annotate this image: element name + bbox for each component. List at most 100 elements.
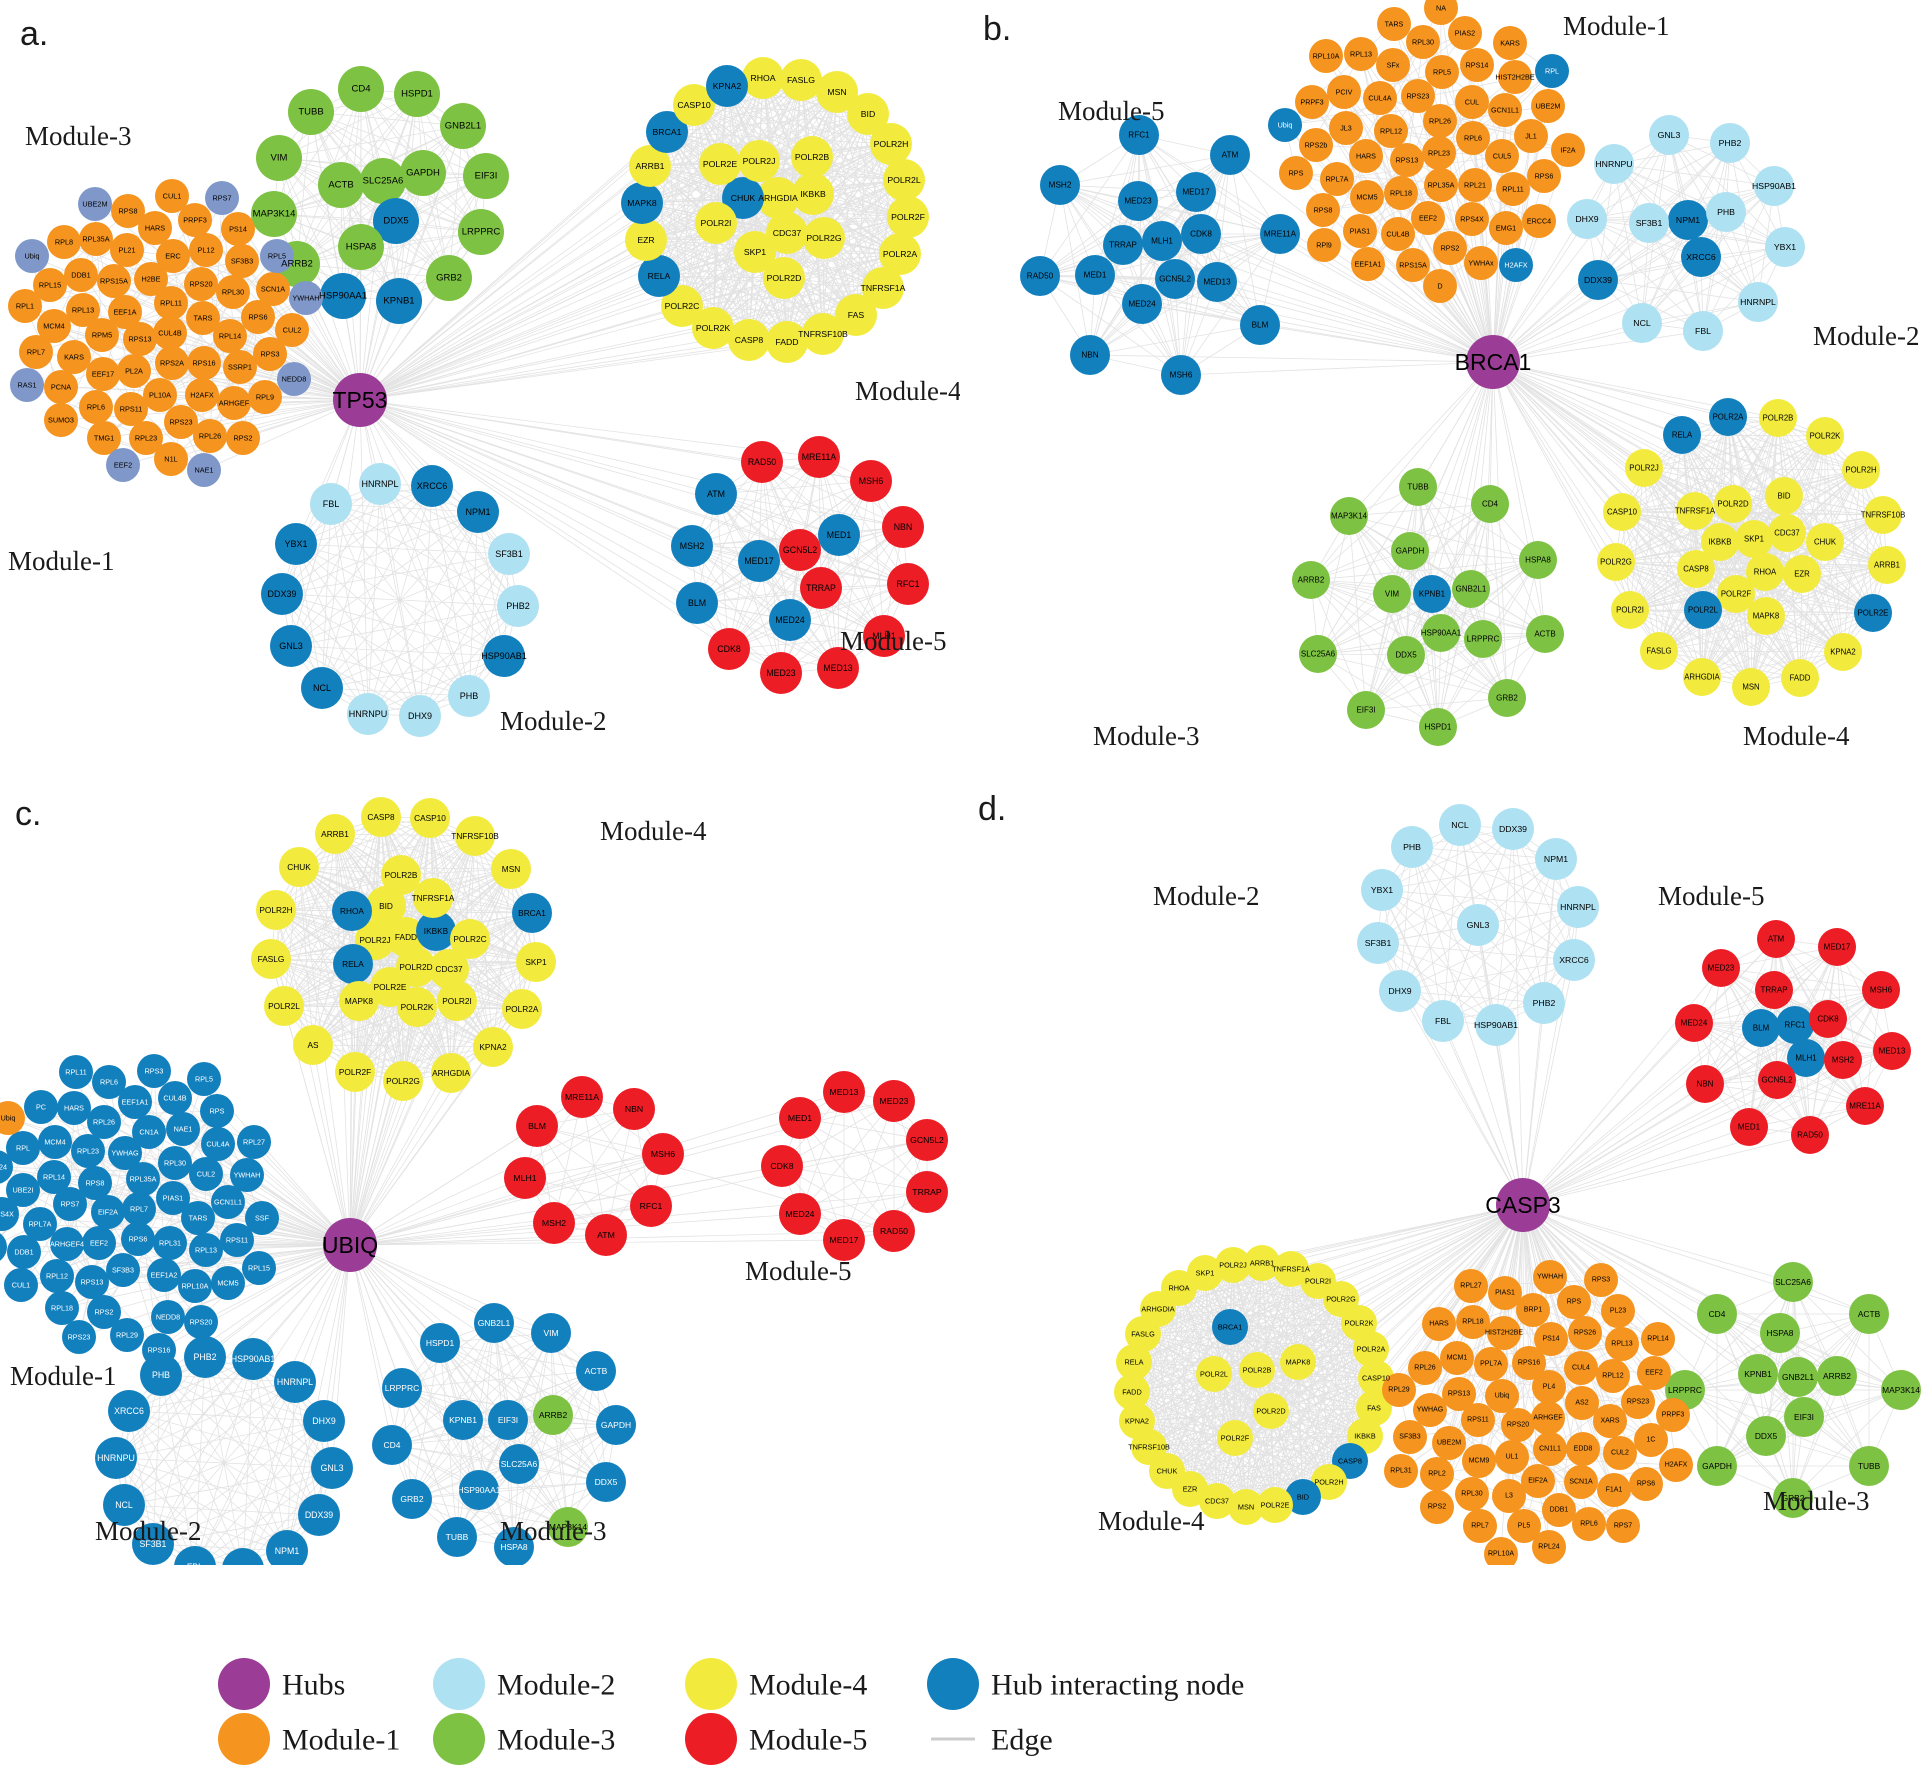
svg-text:RELA: RELA [648, 271, 671, 281]
svg-text:MSH6: MSH6 [651, 1149, 675, 1159]
svg-text:MCM5: MCM5 [1356, 193, 1377, 202]
svg-text:POLR2J: POLR2J [743, 156, 776, 166]
svg-text:DDX39: DDX39 [305, 1510, 333, 1520]
svg-text:CUL2: CUL2 [283, 326, 302, 335]
svg-text:IKBKB: IKBKB [1709, 538, 1732, 547]
svg-text:CUL2: CUL2 [197, 1170, 215, 1179]
svg-text:POLR2G: POLR2G [386, 1076, 420, 1086]
svg-text:PIAS1: PIAS1 [163, 1194, 183, 1203]
svg-text:TUBB: TUBB [446, 1532, 469, 1542]
svg-text:GRB2: GRB2 [1496, 694, 1518, 703]
svg-text:RPL9: RPL9 [256, 393, 274, 402]
svg-text:POLR2I: POLR2I [442, 996, 472, 1006]
svg-text:RPL26: RPL26 [93, 1118, 115, 1127]
svg-text:RFC1: RFC1 [897, 579, 920, 589]
svg-text:FAS: FAS [848, 310, 865, 320]
svg-text:RPS15A: RPS15A [1399, 261, 1427, 270]
svg-text:ARHGEF: ARHGEF [219, 399, 250, 408]
svg-text:POLR2A: POLR2A [883, 249, 917, 259]
svg-text:SCN1A: SCN1A [261, 285, 285, 294]
svg-text:RPL23: RPL23 [1428, 149, 1450, 158]
svg-text:MRE11A: MRE11A [565, 1092, 599, 1102]
svg-text:CDK8: CDK8 [717, 644, 741, 654]
svg-text:RPS6: RPS6 [248, 313, 267, 322]
svg-text:RPS23: RPS23 [1407, 92, 1430, 101]
svg-text:PHB2: PHB2 [194, 1352, 217, 1362]
svg-text:MLH1: MLH1 [513, 1173, 536, 1183]
svg-text:ARRB1: ARRB1 [636, 161, 665, 171]
svg-text:RPL6: RPL6 [1464, 134, 1482, 143]
svg-text:RPS3: RPS3 [260, 350, 279, 359]
svg-text:PL12: PL12 [197, 246, 214, 255]
svg-text:PHB: PHB [152, 1370, 170, 1380]
svg-text:CUL: CUL [1465, 98, 1479, 107]
svg-text:POLR2G: POLR2G [806, 233, 841, 243]
svg-text:ATM: ATM [597, 1230, 615, 1240]
svg-text:RPS8: RPS8 [118, 207, 137, 216]
svg-text:TNFRSF1A: TNFRSF1A [861, 283, 906, 293]
svg-text:TUBB: TUBB [1407, 483, 1428, 492]
svg-text:Module-4: Module-4 [1743, 721, 1850, 751]
svg-text:RAD50: RAD50 [1027, 272, 1054, 281]
svg-text:MSH6: MSH6 [1170, 371, 1193, 380]
svg-text:VIM: VIM [1385, 590, 1400, 599]
svg-text:NEDD8: NEDD8 [156, 1313, 180, 1322]
svg-text:LRPPRC: LRPPRC [1467, 635, 1500, 644]
svg-text:ACTB: ACTB [328, 180, 353, 191]
svg-text:RPL7A: RPL7A [29, 1220, 52, 1229]
svg-text:CUL1: CUL1 [12, 1281, 30, 1290]
svg-text:CN1A: CN1A [139, 1128, 158, 1137]
svg-text:RPS3: RPS3 [145, 1067, 164, 1076]
svg-text:RPS23: RPS23 [68, 1333, 91, 1342]
svg-text:RPL11: RPL11 [160, 299, 182, 308]
svg-text:DHX9: DHX9 [312, 1416, 336, 1426]
svg-text:YWHAH: YWHAH [292, 294, 319, 303]
svg-text:HSPD1: HSPD1 [1425, 723, 1452, 732]
svg-text:NBN: NBN [1081, 351, 1098, 360]
svg-text:RPS15A: RPS15A [100, 277, 128, 286]
svg-text:RPS7: RPS7 [61, 1200, 80, 1209]
svg-text:SKP1: SKP1 [744, 247, 766, 257]
svg-text:HNRNPL: HNRNPL [277, 1377, 313, 1387]
svg-text:EEF2: EEF2 [90, 1239, 108, 1248]
svg-text:HARS: HARS [1356, 152, 1376, 161]
svg-text:ARHGDIA: ARHGDIA [1684, 673, 1720, 682]
svg-text:RPL6: RPL6 [87, 403, 105, 412]
svg-text:CASP8: CASP8 [367, 812, 395, 822]
svg-text:Ubiq: Ubiq [24, 252, 39, 261]
svg-text:N1L: N1L [164, 455, 177, 464]
svg-text:POLR2F: POLR2F [891, 212, 925, 222]
svg-text:RPS20: RPS20 [190, 1318, 213, 1327]
svg-text:PHB2: PHB2 [1719, 138, 1742, 148]
svg-text:GAPDH: GAPDH [601, 1420, 631, 1430]
svg-text:HSP90AA1: HSP90AA1 [458, 1485, 501, 1495]
svg-text:RPL12: RPL12 [1380, 127, 1402, 136]
svg-text:RPL1: RPL1 [16, 302, 34, 311]
svg-text:SSRP1: SSRP1 [228, 363, 252, 372]
svg-text:SSF: SSF [255, 1214, 270, 1223]
svg-text:MCM4: MCM4 [44, 1138, 65, 1147]
svg-text:CHUK: CHUK [287, 862, 311, 872]
svg-text:NBN: NBN [894, 522, 913, 532]
svg-text:PHB2: PHB2 [506, 601, 530, 611]
svg-text:ARRB2: ARRB2 [539, 1410, 568, 1420]
svg-text:ERC: ERC [165, 252, 180, 261]
svg-text:MSH2: MSH2 [680, 541, 705, 551]
svg-text:GNB2L1: GNB2L1 [445, 121, 481, 132]
svg-text:UBE2M: UBE2M [1536, 102, 1561, 111]
svg-text:GRB2: GRB2 [436, 273, 462, 284]
svg-text:HNRNPL: HNRNPL [361, 479, 398, 489]
svg-text:RPS2: RPS2 [95, 1308, 114, 1317]
svg-text:PS14: PS14 [229, 225, 247, 234]
svg-text:RPL35A: RPL35A [1428, 181, 1455, 190]
svg-text:RPS8: RPS8 [1314, 206, 1333, 215]
svg-text:GCN5L2: GCN5L2 [783, 545, 817, 555]
svg-text:HNRNPU: HNRNPU [349, 709, 388, 719]
svg-text:PRPF3: PRPF3 [183, 216, 207, 225]
svg-text:KPNB1: KPNB1 [449, 1415, 477, 1425]
svg-text:EEF2: EEF2 [1419, 214, 1437, 223]
svg-text:MED1: MED1 [827, 530, 852, 540]
svg-text:UBIQ: UBIQ [322, 1232, 378, 1258]
svg-text:RPS2: RPS2 [233, 434, 252, 443]
svg-text:HNRNPU: HNRNPU [1595, 159, 1632, 169]
